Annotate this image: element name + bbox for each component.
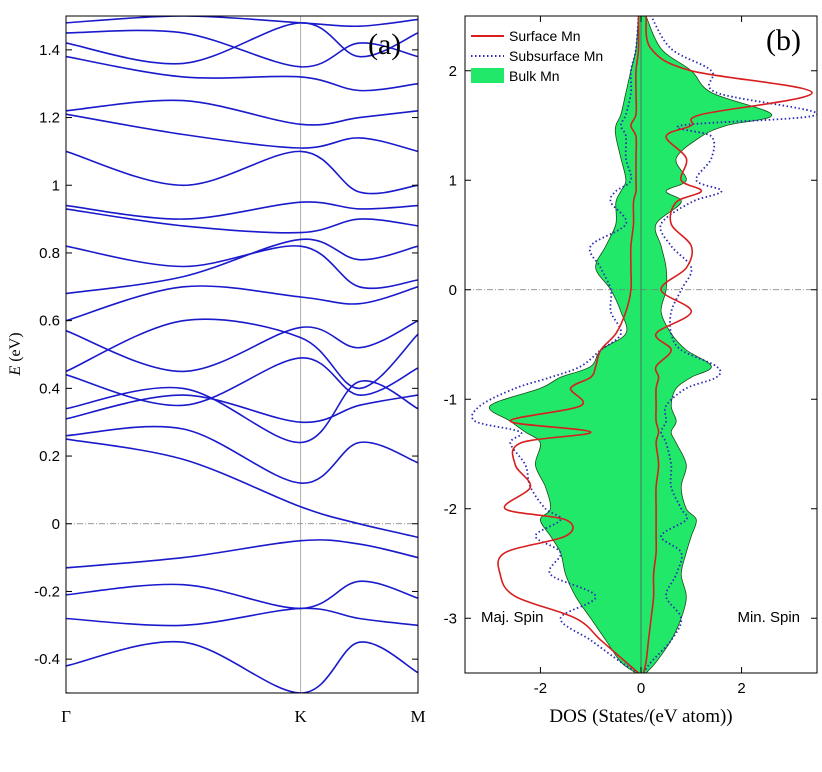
panel-a-yticks: -0.4 -0.2 0 0.2 0.4 0.6 0.8 1 1.2 1.4 [34, 42, 418, 668]
ytick-label: 0.8 [39, 245, 60, 262]
band-line [66, 113, 418, 153]
xtick-label: Γ [61, 707, 71, 726]
band-line [66, 16, 418, 28]
panel-b-label: (b) [766, 24, 801, 57]
legend-swatch-bulk [471, 68, 504, 83]
band-line [66, 208, 418, 234]
ytick-label: 1.4 [39, 42, 60, 59]
band-line [66, 238, 418, 295]
ytick-label: -2 [444, 501, 457, 518]
band-line [66, 319, 418, 373]
xtick-label: -2 [534, 680, 547, 697]
ytick-label: 2 [449, 63, 457, 80]
legend-label-surface: Surface Mn [509, 28, 581, 44]
band-line [66, 201, 418, 220]
band-line [66, 438, 418, 539]
subsurface-mn-majority-line [471, 16, 640, 673]
legend-label-bulk: Bulk Mn [509, 68, 560, 84]
ytick-label: -1 [444, 391, 457, 408]
panel-a-ylabel-unit: (eV) [7, 332, 24, 361]
ytick-label: 0.6 [39, 313, 60, 330]
ytick-label: 1 [52, 177, 60, 194]
panel-b-xticks: -2 0 2 [534, 16, 746, 697]
surface-mn-majority-line [497, 16, 640, 673]
band-line [66, 99, 418, 126]
surface-mn-minority-line [642, 16, 813, 673]
bulk-mn-area [488, 16, 773, 673]
band-line [66, 539, 418, 569]
band-line [66, 285, 418, 322]
band-line [66, 692, 418, 693]
maj-spin-annotation: Maj. Spin [481, 609, 544, 626]
band-line [66, 380, 418, 444]
band-line [66, 318, 418, 390]
xtick-label: M [410, 707, 425, 726]
ytick-label: -0.2 [34, 583, 60, 600]
min-spin-annotation: Min. Spin [737, 609, 800, 626]
panel-a: -0.4 -0.2 0 0.2 0.4 0.6 0.8 1 1.2 1.4 Γ K M (a) E (… [7, 15, 426, 726]
band-line [66, 357, 418, 407]
ytick-label: 0.4 [39, 380, 60, 397]
panel-a-ylabel: E (eV) [7, 332, 24, 376]
ytick-label: -0.4 [34, 651, 60, 668]
panel-a-ylabel-symbol: E [7, 366, 24, 377]
band-line [66, 55, 418, 92]
panel-b-bulk-fill [488, 16, 773, 673]
panel-a-frame [65, 15, 419, 694]
panel-b-xlabel: DOS (States/(eV atom)) [549, 706, 732, 727]
band-line [66, 29, 418, 68]
ytick-label: 0.2 [39, 448, 60, 465]
panel-b-series-lines [471, 16, 817, 673]
panel-a-bands [66, 16, 418, 693]
band-line [66, 150, 418, 195]
panel-b: -3 -2 -1 0 1 2 -2 0 2 (b) DOS (States/(eV atom)… [444, 15, 818, 727]
ytick-label: 0 [449, 282, 457, 299]
panel-b-yticks: -3 -2 -1 0 1 2 [444, 63, 817, 627]
xtick-label: 0 [637, 680, 645, 697]
legend: Surface Mn Subsurface Mn Bulk Mn [471, 28, 603, 84]
ytick-label: 0 [52, 516, 60, 533]
ytick-label: -3 [444, 610, 457, 627]
band-line [66, 21, 418, 65]
panel-b-plot [465, 16, 817, 673]
band-line [66, 394, 418, 424]
band-line [66, 580, 418, 610]
band-line [66, 425, 418, 484]
xtick-label: K [295, 707, 308, 726]
ytick-label: 1.2 [39, 110, 60, 127]
panel-a-label: (a) [368, 28, 401, 61]
ytick-label: 1 [449, 172, 457, 189]
band-line [66, 245, 418, 290]
band-line [66, 607, 418, 627]
xtick-label: 2 [737, 680, 745, 697]
band-line [66, 640, 418, 693]
legend-label-subsurface: Subsurface Mn [509, 48, 603, 64]
